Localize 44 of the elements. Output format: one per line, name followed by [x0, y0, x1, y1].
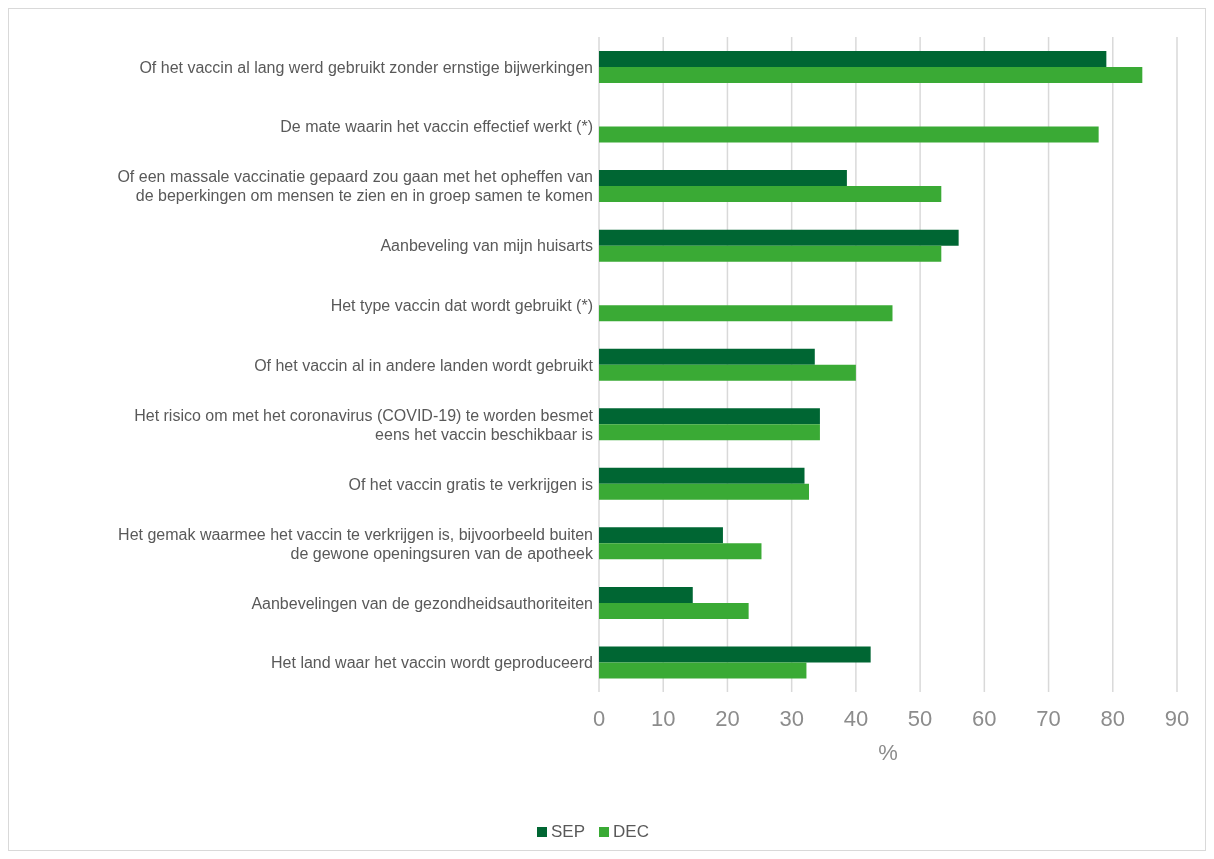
bar — [599, 662, 807, 679]
bar — [599, 543, 762, 560]
y-tick-label: Of het vaccin al lang werd gebruikt zonder ernstige bijwerkingen — [139, 58, 593, 76]
x-tick-label: 90 — [1164, 705, 1190, 731]
y-tick-label: Het land waar het vaccin wordt geproduceerd — [271, 653, 593, 671]
y-tick-label: Of een massale vaccinatie gepaard zou gaan met het opheffen van de beperkingen om mensen te zien en in groep samen te komen — [117, 167, 593, 204]
bar — [599, 67, 1143, 83]
x-axis-title: % — [878, 740, 898, 765]
bar — [599, 527, 723, 544]
bar — [599, 424, 820, 441]
x-tick-label: 50 — [907, 705, 933, 731]
x-tick-label: 10 — [650, 705, 676, 731]
bar — [599, 305, 893, 322]
bar — [599, 51, 1107, 67]
bar — [599, 586, 693, 603]
legend-label: DEC — [612, 822, 649, 842]
bar — [599, 170, 847, 187]
bar — [599, 467, 805, 484]
y-tick-label: Aanbeveling van mijn huisarts — [380, 236, 593, 254]
y-tick-label: Het gemak waarmee het vaccin te verkrijgen is, bijvoorbeeld buiten de gewone openingsuren van de apotheek — [118, 525, 594, 562]
x-tick-label: 60 — [972, 705, 997, 731]
x-tick-label: 70 — [1036, 705, 1061, 731]
x-tick-label: 20 — [715, 705, 740, 731]
y-tick-label: Of het vaccin al in andere landen wordt gebruikt — [254, 356, 594, 373]
x-tick-label: 40 — [843, 705, 869, 731]
bar — [599, 646, 871, 663]
x-tick-label: 0 — [592, 705, 606, 731]
bar — [599, 602, 749, 619]
bar — [599, 126, 1099, 143]
bar — [599, 229, 959, 246]
y-tick-label: Of het vaccin gratis te verkrijgen is — [348, 475, 593, 493]
bar — [599, 483, 810, 500]
bar — [599, 348, 815, 365]
bar — [599, 364, 856, 381]
legend-label: SEP — [550, 822, 586, 842]
x-tick-label: 30 — [779, 705, 804, 731]
bar — [599, 186, 942, 203]
y-tick-label: Het type vaccin dat wordt gebruikt (*) — [330, 296, 593, 314]
bar — [599, 408, 820, 425]
y-tick-label: Aanbevelingen van de gezondheidsauthoriteiten — [251, 594, 593, 612]
y-tick-label: De mate waarin het vaccin effectief werkt (*) — [280, 117, 593, 135]
bar — [599, 245, 942, 262]
x-tick-label: 80 — [1100, 705, 1126, 731]
y-tick-label: Het risico om met het coronavirus (COVID-19) te worden besmet eens het vaccin beschikbaar is — [134, 406, 594, 443]
